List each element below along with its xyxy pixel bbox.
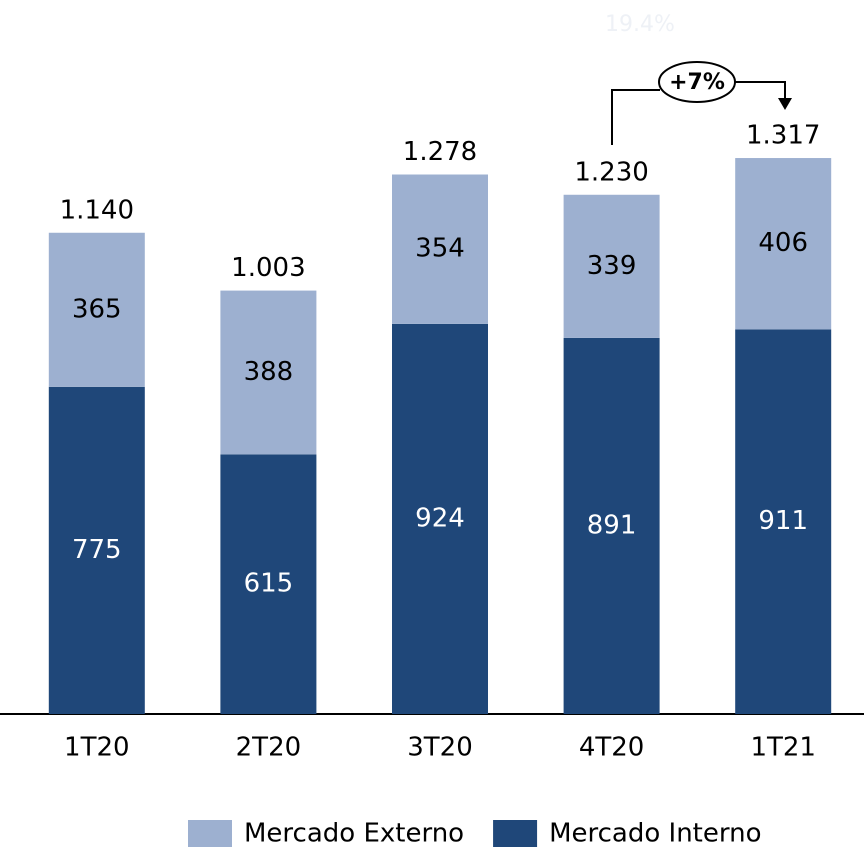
bar-segment <box>735 329 832 714</box>
segment-label: 339 <box>587 251 637 281</box>
faint-annotation: 19.4% <box>605 12 675 37</box>
segment-label: 615 <box>244 569 294 599</box>
x-tick-label: 4T20 <box>579 733 645 763</box>
segment-label: 911 <box>758 506 808 536</box>
legend-label: Mercado Interno <box>549 819 761 847</box>
x-tick-label: 3T20 <box>407 733 473 763</box>
segment-label: 406 <box>758 228 808 258</box>
bar-segment <box>563 337 660 714</box>
segment-label: 365 <box>72 294 122 324</box>
bar-segment <box>220 290 317 455</box>
segment-label: 775 <box>72 535 122 565</box>
x-tick-label: 1T20 <box>64 733 130 763</box>
segment-label: 891 <box>587 510 637 540</box>
growth-label: +7% <box>669 70 725 95</box>
legend-label: Mercado Externo <box>244 819 464 847</box>
segment-label: 388 <box>244 357 294 387</box>
bar-segment <box>392 323 488 714</box>
total-label: 1.140 <box>60 195 134 225</box>
segment-label: 354 <box>415 234 465 264</box>
bar-segment <box>48 386 145 714</box>
legend-swatch <box>188 820 232 847</box>
bar-segment <box>48 232 145 387</box>
x-tick-label: 2T20 <box>236 733 302 763</box>
total-label: 1.230 <box>574 157 648 187</box>
total-label: 1.003 <box>231 253 305 283</box>
legend-swatch <box>493 820 538 847</box>
bar-segment <box>220 454 317 714</box>
growth-badge <box>658 61 736 103</box>
bar-segment <box>392 174 488 324</box>
bar-segment <box>563 194 660 338</box>
growth-connector <box>611 81 786 145</box>
arrow-head <box>778 98 792 110</box>
total-label: 1.317 <box>746 121 820 151</box>
segment-label: 924 <box>415 503 465 533</box>
x-tick-label: 1T21 <box>750 733 816 763</box>
total-label: 1.278 <box>403 137 477 167</box>
bar-segment <box>735 158 832 330</box>
